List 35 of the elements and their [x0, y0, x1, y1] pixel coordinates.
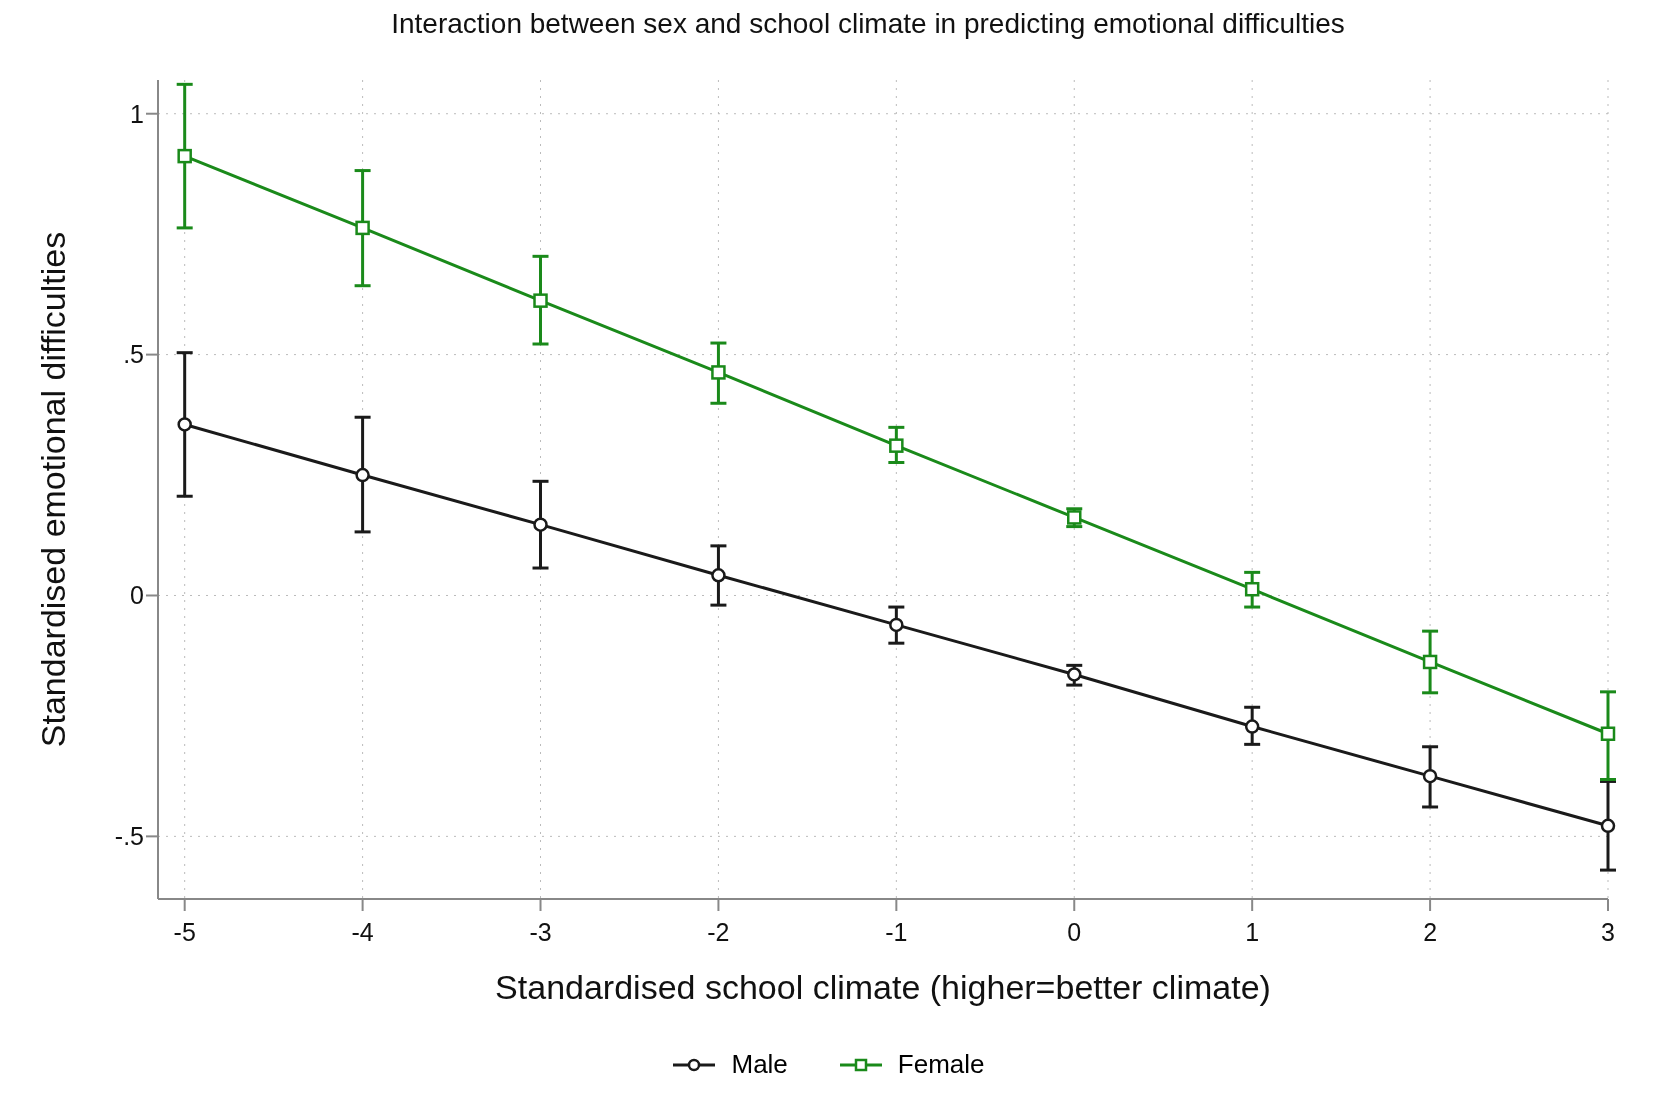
x-tick-label: 3 — [1601, 917, 1615, 946]
point — [1422, 768, 1438, 784]
point — [533, 293, 548, 308]
point — [1244, 581, 1260, 597]
point — [355, 467, 370, 483]
point — [1600, 818, 1616, 834]
point — [1422, 654, 1438, 670]
x-tick-label: -1 — [885, 917, 908, 946]
point — [711, 365, 726, 380]
point — [355, 220, 370, 236]
legend-label: Male — [731, 1049, 788, 1080]
y-tick-label: -.5 — [114, 822, 144, 851]
point — [533, 517, 548, 532]
x-tick-label: -3 — [529, 917, 552, 946]
x-tick-label: 2 — [1423, 917, 1438, 946]
point — [889, 617, 904, 633]
y-tick-label: .5 — [123, 340, 144, 369]
x-tick-label: 1 — [1245, 917, 1260, 946]
x-axis-title: Standardised school climate (higher=better climate) — [495, 968, 1271, 1006]
point — [889, 438, 904, 453]
point — [1600, 726, 1616, 742]
y-axis-title: Standardised emotional difficulties — [34, 231, 73, 748]
point — [1067, 667, 1082, 682]
x-tick-label: 0 — [1067, 917, 1082, 946]
chart-title: Interaction between sex and school climate in predicting emotional difficulties — [390, 8, 1346, 40]
point — [177, 417, 192, 432]
point — [1244, 719, 1260, 734]
x-tick-label: -4 — [351, 917, 374, 946]
x-tick-label: -2 — [707, 917, 730, 946]
point — [711, 568, 726, 583]
x-tick-label: -5 — [173, 917, 196, 946]
y-tick-label: 0 — [130, 581, 144, 610]
legend-label: Female — [897, 1049, 985, 1080]
y-tick-label: 1 — [130, 99, 144, 128]
point — [177, 148, 192, 164]
